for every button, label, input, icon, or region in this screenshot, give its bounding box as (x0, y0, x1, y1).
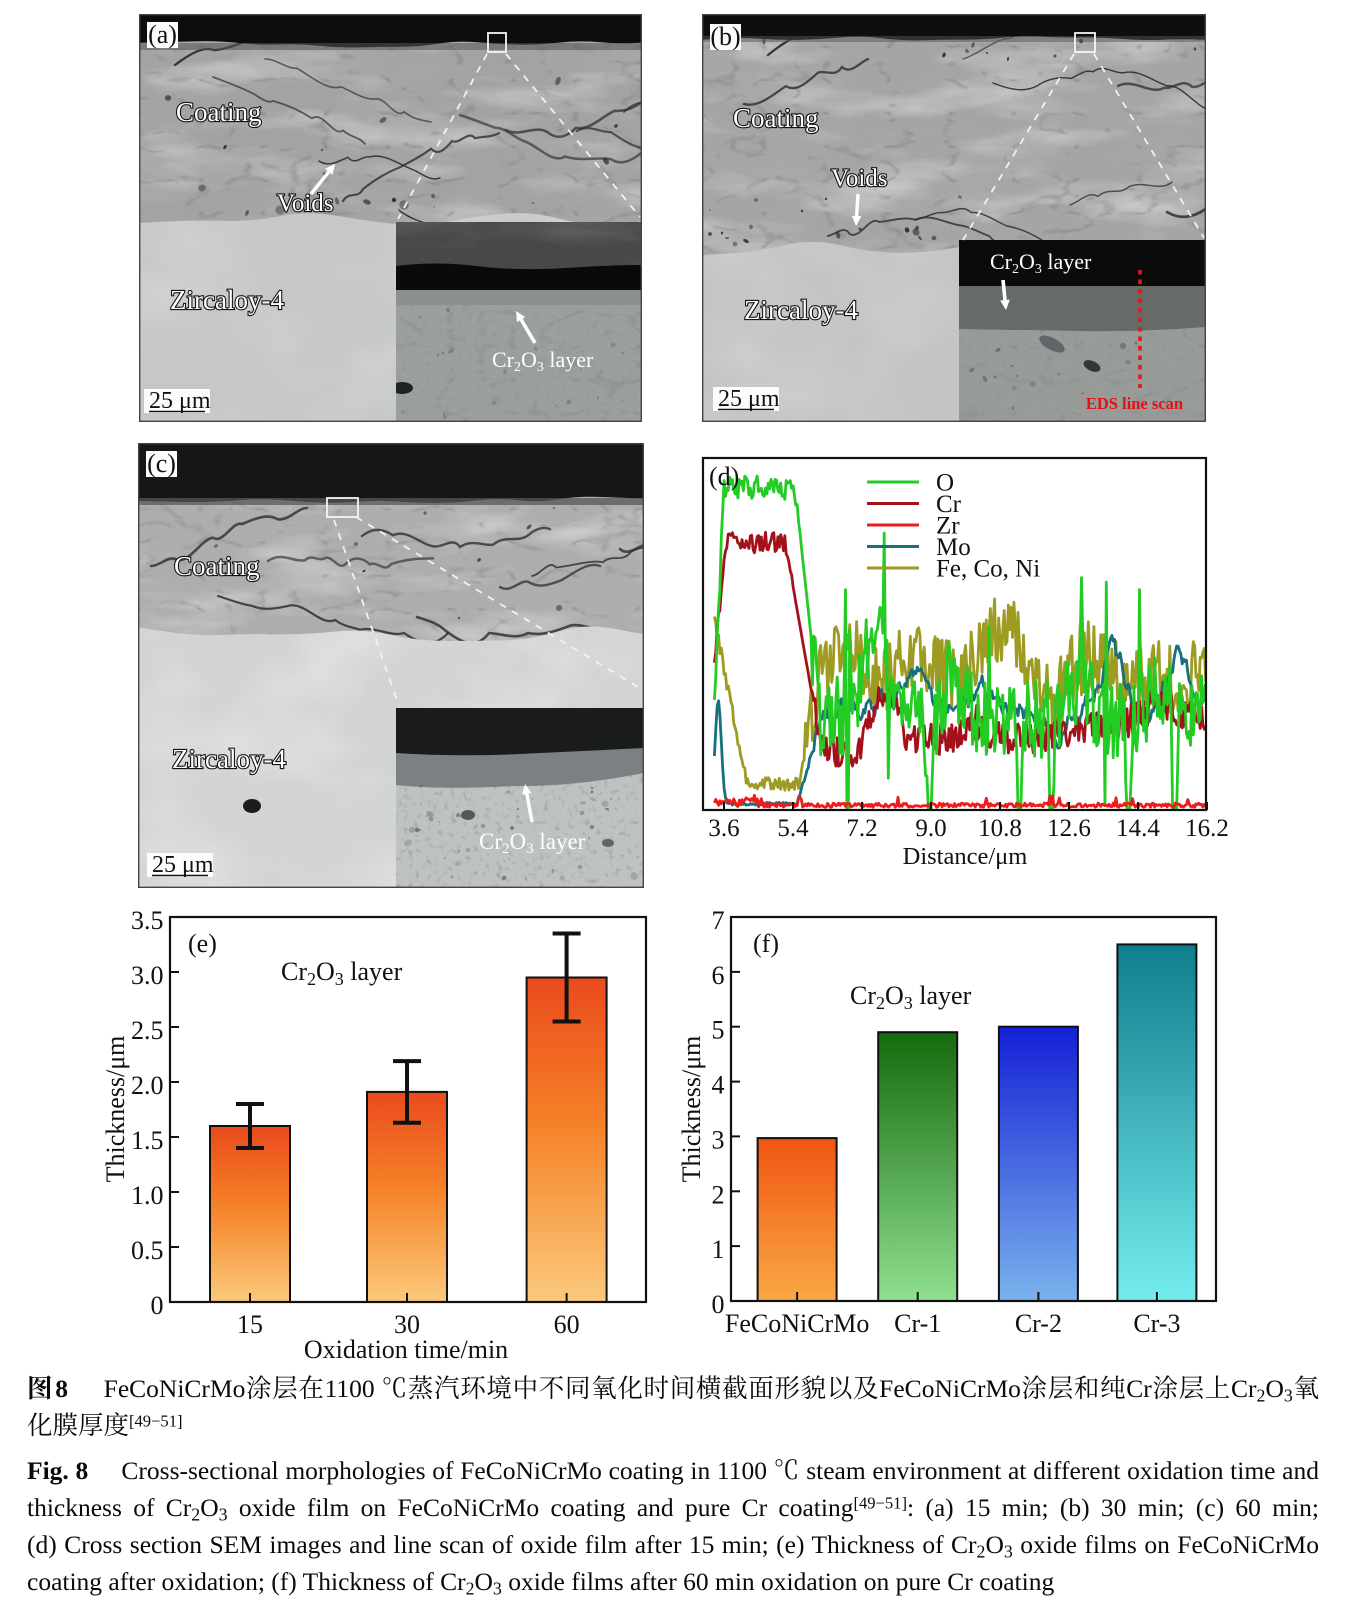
svg-text:5.4: 5.4 (777, 815, 809, 842)
svg-text:(c): (c) (147, 449, 176, 478)
svg-text:O: O (936, 470, 954, 497)
svg-text:(b): (b) (710, 22, 740, 51)
svg-text:5: 5 (712, 1016, 725, 1045)
svg-text:Cr-1: Cr-1 (894, 1309, 941, 1338)
svg-text:0: 0 (712, 1290, 725, 1319)
svg-text:25 μm: 25 μm (718, 386, 780, 412)
svg-text:12.6: 12.6 (1047, 815, 1091, 842)
svg-text:Thickness/μm: Thickness/μm (101, 1036, 130, 1183)
svg-text:Coating: Coating (733, 103, 819, 133)
svg-text:30: 30 (394, 1310, 420, 1339)
svg-text:15: 15 (237, 1310, 263, 1339)
svg-text:4: 4 (712, 1071, 725, 1100)
svg-text:25 μm: 25 μm (152, 852, 214, 878)
svg-text:Fe, Co, Ni: Fe, Co, Ni (936, 556, 1040, 583)
svg-text:16.2: 16.2 (1185, 815, 1229, 842)
svg-text:Cr: Cr (936, 491, 962, 518)
svg-text:Cr2O3 layer: Cr2O3 layer (281, 957, 403, 989)
svg-text:2.5: 2.5 (131, 1016, 164, 1045)
svg-text:9.0: 9.0 (915, 815, 946, 842)
svg-text:Zr: Zr (936, 513, 960, 540)
svg-text:Voids: Voids (831, 165, 888, 192)
svg-text:14.4: 14.4 (1116, 815, 1160, 842)
svg-text:Oxidation time/min: Oxidation time/min (304, 1335, 508, 1364)
svg-text:6: 6 (712, 961, 725, 990)
svg-text:0.5: 0.5 (131, 1236, 164, 1265)
svg-text:2: 2 (712, 1180, 725, 1209)
svg-text:60: 60 (554, 1310, 580, 1339)
svg-text:3.0: 3.0 (131, 961, 164, 990)
svg-text:Cr-2: Cr-2 (1015, 1309, 1062, 1338)
svg-text:1.0: 1.0 (131, 1181, 164, 1210)
svg-text:Zircaloy-4: Zircaloy-4 (170, 285, 284, 315)
svg-text:7: 7 (712, 906, 725, 935)
svg-text:Cr2O3 layer: Cr2O3 layer (990, 249, 1092, 277)
svg-text:EDS line scan: EDS line scan (1086, 394, 1183, 413)
svg-text:(e): (e) (188, 929, 217, 958)
svg-text:10.8: 10.8 (978, 815, 1022, 842)
svg-text:3.5: 3.5 (131, 906, 164, 935)
svg-text:Voids: Voids (277, 190, 334, 217)
svg-text:0: 0 (151, 1291, 164, 1320)
svg-text:Coating: Coating (176, 97, 262, 127)
svg-text:1: 1 (712, 1235, 725, 1264)
svg-text:FeCoNiCrMo: FeCoNiCrMo (725, 1309, 869, 1338)
svg-text:3.6: 3.6 (708, 815, 739, 842)
svg-text:Cr2O3 layer: Cr2O3 layer (850, 981, 972, 1013)
svg-text:(d): (d) (709, 462, 739, 491)
svg-text:Distance/μm: Distance/μm (903, 843, 1028, 870)
svg-text:7.2: 7.2 (846, 815, 877, 842)
svg-text:(f): (f) (753, 929, 779, 958)
svg-text:Mo: Mo (936, 534, 971, 561)
svg-text:(a): (a) (148, 20, 177, 49)
svg-text:3: 3 (712, 1125, 725, 1154)
svg-text:Zircaloy-4: Zircaloy-4 (172, 744, 286, 774)
svg-text:25 μm: 25 μm (149, 388, 211, 414)
svg-text:Cr2O3 layer: Cr2O3 layer (492, 347, 594, 375)
svg-text:2.0: 2.0 (131, 1071, 164, 1100)
svg-text:Cr-3: Cr-3 (1133, 1309, 1180, 1338)
svg-text:Coating: Coating (174, 551, 260, 581)
svg-text:1.5: 1.5 (131, 1126, 164, 1155)
svg-text:Thickness/μm: Thickness/μm (677, 1036, 706, 1183)
svg-text:Zircaloy-4: Zircaloy-4 (744, 295, 858, 325)
